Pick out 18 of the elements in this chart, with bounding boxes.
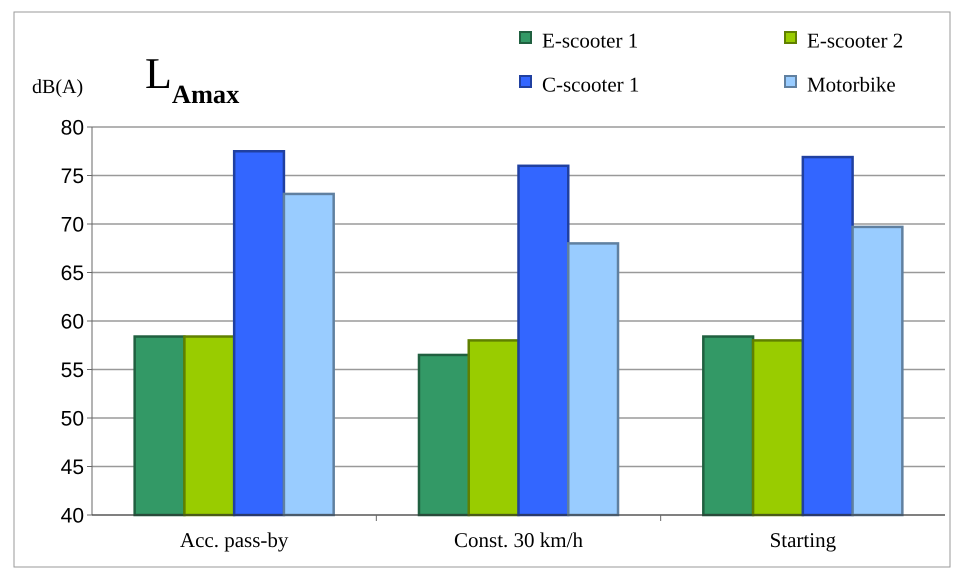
x-tick-label: Acc. pass-by: [180, 528, 289, 552]
y-tick-label: 75: [60, 164, 84, 188]
y-tick-label: 60: [60, 310, 84, 334]
chart-title: L$_{Amax}$: [145, 49, 240, 109]
legend-label: Motorbike: [807, 72, 896, 96]
y-tick-label: 70: [60, 213, 84, 236]
y-axis-title: dB(A): [32, 76, 84, 98]
y-tick-label: 45: [60, 456, 84, 479]
y-tick-label: 80: [60, 116, 84, 140]
legend-label: C-scooter 1: [542, 72, 640, 96]
legend-label: E-scooter 2: [807, 28, 904, 52]
x-tick-label: Starting: [770, 528, 837, 552]
y-tick-label: 55: [60, 358, 84, 382]
y-tick-label: 40: [60, 504, 84, 528]
y-tick-label: 50: [60, 407, 84, 430]
y-tick-label: 65: [60, 262, 84, 285]
legend-label: E-scooter 1: [542, 28, 638, 52]
x-tick-label: Const. 30 km/h: [454, 528, 584, 552]
